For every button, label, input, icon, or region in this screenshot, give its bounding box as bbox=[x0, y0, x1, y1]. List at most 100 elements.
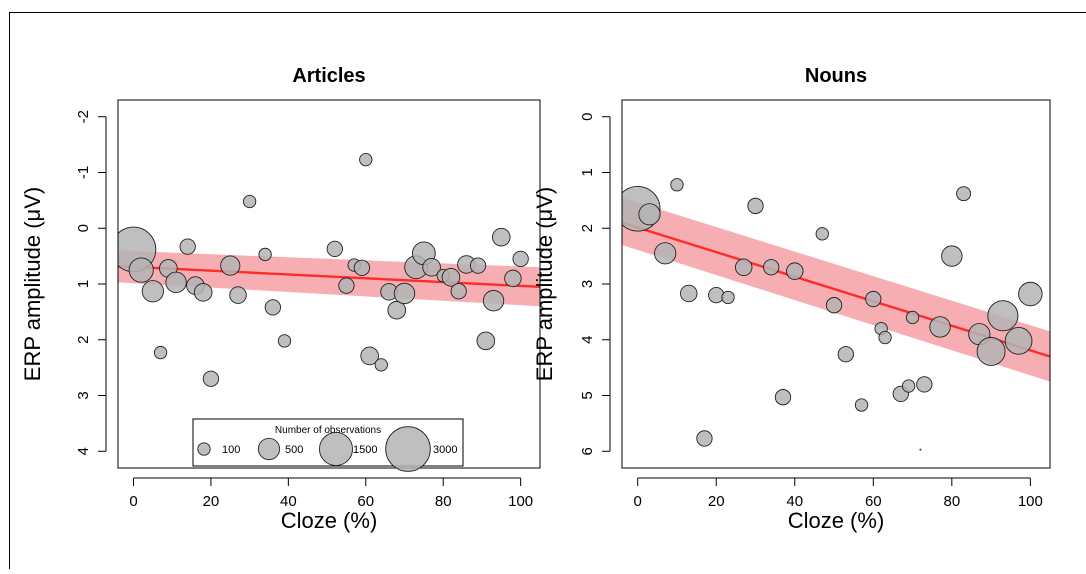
y-tick-label: 6 bbox=[579, 447, 596, 455]
x-tick-label: 0 bbox=[634, 493, 642, 510]
x-tick-label: 60 bbox=[357, 493, 374, 510]
plot-frame bbox=[117, 99, 541, 469]
chart-title: Articles bbox=[292, 65, 365, 87]
y-tick-label: 1 bbox=[75, 280, 92, 288]
data-point bbox=[387, 300, 407, 320]
data-point bbox=[815, 227, 829, 241]
plot-area bbox=[118, 153, 540, 387]
data-point bbox=[865, 290, 882, 308]
data-point bbox=[976, 337, 1006, 366]
data-point bbox=[1004, 327, 1033, 355]
data-point bbox=[786, 262, 804, 280]
data-point bbox=[956, 186, 972, 202]
y-tick-label: 5 bbox=[579, 391, 596, 399]
data-point bbox=[338, 277, 355, 294]
x-axis-label: Cloze (%) bbox=[281, 508, 378, 533]
data-point bbox=[696, 430, 713, 447]
y-tick-label: 0 bbox=[579, 113, 596, 121]
data-point bbox=[193, 283, 213, 302]
data-point bbox=[941, 245, 963, 267]
data-point bbox=[179, 238, 196, 255]
data-point bbox=[708, 287, 725, 304]
y-axis-label: ERP amplitude (μV) bbox=[20, 187, 45, 381]
y-tick-label: 1 bbox=[579, 168, 596, 176]
data-point bbox=[901, 379, 916, 393]
x-tick-label: 100 bbox=[508, 493, 533, 510]
x-tick-label: 100 bbox=[1018, 493, 1043, 510]
data-point bbox=[670, 178, 684, 192]
x-tick-label: 20 bbox=[203, 493, 220, 510]
x-tick-label: 0 bbox=[129, 493, 137, 510]
data-point bbox=[422, 257, 441, 277]
legend-marker bbox=[385, 426, 431, 472]
data-point bbox=[258, 247, 272, 262]
data-point bbox=[929, 316, 951, 338]
y-tick-label: 2 bbox=[579, 224, 596, 232]
y-tick-label: -2 bbox=[75, 110, 92, 123]
x-tick-label: 80 bbox=[435, 493, 452, 510]
panel-nouns: Nouns 0 20 40 60 80 100 Cloze (%) 0 1 2 3 4 5 6 ERP amp… bbox=[532, 65, 1051, 533]
data-point bbox=[680, 284, 698, 303]
y-tick-label: 0 bbox=[75, 224, 92, 232]
data-point bbox=[202, 370, 220, 387]
data-point bbox=[504, 269, 522, 288]
x-tick-label: 40 bbox=[280, 493, 297, 510]
data-point bbox=[353, 259, 371, 276]
data-point bbox=[491, 227, 511, 247]
data-point bbox=[374, 358, 388, 372]
data-point bbox=[905, 310, 920, 325]
data-point bbox=[878, 330, 892, 345]
y-tick-label: 3 bbox=[75, 391, 92, 399]
x-tick-label: 40 bbox=[786, 493, 803, 510]
data-point bbox=[360, 346, 379, 366]
data-point bbox=[987, 300, 1019, 332]
figure-border-left bbox=[9, 12, 10, 569]
x-axis-label: Cloze (%) bbox=[788, 508, 885, 533]
y-tick-label: 2 bbox=[75, 336, 92, 344]
data-point bbox=[128, 257, 154, 283]
x-tick-label: 60 bbox=[865, 493, 882, 510]
data-point bbox=[264, 299, 282, 316]
data-point bbox=[919, 448, 922, 451]
plot-area bbox=[622, 178, 1050, 451]
data-point bbox=[450, 283, 467, 300]
legend-label: 3000 bbox=[433, 444, 457, 456]
x-tick-label: 80 bbox=[943, 493, 960, 510]
data-point bbox=[326, 240, 343, 258]
y-axis-label: ERP amplitude (μV) bbox=[532, 187, 557, 381]
data-point bbox=[916, 376, 933, 393]
data-point bbox=[825, 297, 843, 314]
data-point bbox=[837, 346, 854, 363]
y-tick-label: 4 bbox=[579, 336, 596, 344]
legend-marker bbox=[319, 432, 353, 466]
size-legend: Number of observations 100 500 1500 3000 bbox=[192, 418, 464, 472]
legend-title: Number of observations bbox=[275, 425, 381, 436]
figure-border-top bbox=[9, 12, 1086, 13]
chart-title: Nouns bbox=[805, 65, 867, 87]
data-point bbox=[721, 290, 735, 305]
data-point bbox=[359, 153, 373, 167]
data-point bbox=[763, 259, 780, 276]
data-point bbox=[774, 389, 792, 406]
legend-label: 1500 bbox=[353, 444, 377, 456]
data-point bbox=[512, 250, 529, 268]
data-point bbox=[393, 282, 416, 305]
data-point bbox=[153, 345, 168, 360]
data-point bbox=[747, 197, 764, 215]
panel-articles: Articles 0 20 40 60 80 100 Cloze (%) -2 -1 0 1 2 3 4 ER… bbox=[20, 65, 541, 533]
y-tick-label: 4 bbox=[75, 447, 92, 455]
data-point bbox=[482, 290, 505, 312]
legend-marker bbox=[257, 437, 281, 461]
data-point bbox=[476, 331, 496, 351]
fit-line bbox=[118, 264, 540, 288]
data-point bbox=[165, 271, 187, 294]
y-tick-label: 3 bbox=[579, 280, 596, 288]
legend-label: 100 bbox=[222, 444, 240, 456]
data-point bbox=[220, 255, 241, 276]
plot-frame bbox=[621, 99, 1051, 469]
y-tick-label: -1 bbox=[75, 166, 92, 179]
data-point bbox=[638, 203, 661, 226]
data-point bbox=[854, 398, 869, 412]
data-point bbox=[242, 194, 257, 209]
